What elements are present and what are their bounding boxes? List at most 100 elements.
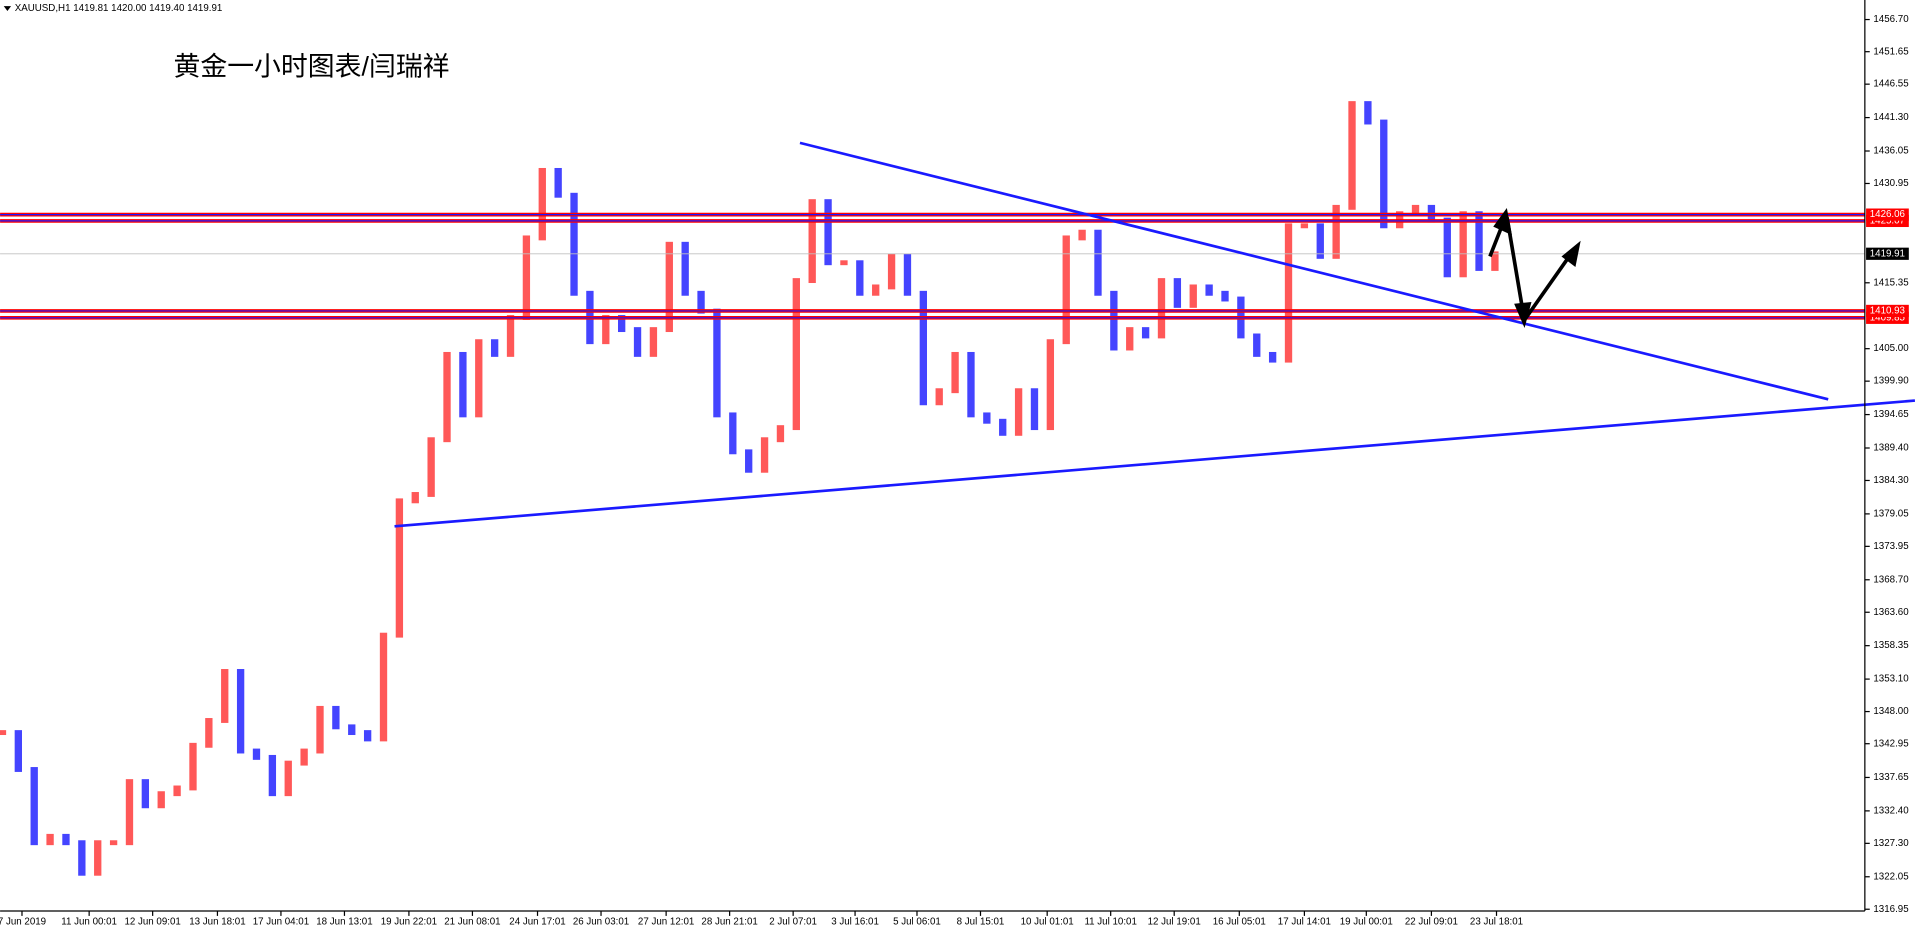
candle (999, 418, 1007, 436)
candle (1221, 290, 1229, 302)
x-tick-label: 22 Jul 09:01 (1405, 917, 1458, 928)
y-tick-label: 1399.90 (1873, 376, 1909, 387)
drawings (394, 141, 1915, 528)
candle (252, 748, 261, 760)
candle (681, 241, 689, 296)
candle (935, 388, 943, 406)
x-tick-label: 16 Jul 05:01 (1213, 917, 1266, 928)
candle (1014, 388, 1023, 436)
candle (1157, 278, 1166, 339)
x-tick-label: 19 Jun 22:01 (381, 917, 437, 928)
level-label-bg (1866, 247, 1909, 260)
candle (94, 840, 102, 876)
candle (983, 412, 991, 424)
candle (125, 779, 134, 846)
candle (109, 840, 118, 846)
y-tick-label: 1441.30 (1873, 112, 1909, 123)
level-label-bg (1866, 304, 1909, 318)
candle (1126, 327, 1134, 351)
candle (14, 730, 22, 772)
candle (618, 315, 626, 333)
x-tick-label: 5 Jul 06:01 (893, 917, 941, 928)
y-tick-label: 1332.40 (1873, 805, 1909, 816)
candle (443, 351, 451, 443)
candle (1173, 278, 1182, 308)
candle (221, 669, 229, 723)
y-tick-label: 1316.95 (1873, 904, 1909, 915)
candle (332, 705, 340, 730)
x-tick-label: 18 Jun 13:01 (316, 917, 372, 928)
candle (490, 339, 499, 357)
candle (141, 779, 150, 809)
candle (602, 315, 610, 345)
candle (1332, 204, 1340, 259)
candle (1046, 339, 1055, 431)
candle (840, 260, 848, 266)
x-tick-label: 7 Jun 2019 (0, 917, 46, 928)
y-tick-label: 1384.30 (1873, 475, 1909, 486)
candle (760, 437, 769, 473)
arrow (1505, 217, 1525, 312)
candle (475, 339, 483, 418)
candle (1189, 284, 1197, 308)
level-label: 1426.06 (1870, 209, 1905, 220)
candle (951, 351, 959, 394)
x-tick-label: 2 Jul 07:01 (769, 917, 817, 928)
y-tick-label: 1405.00 (1873, 343, 1909, 354)
candle (459, 351, 467, 418)
candle (1475, 211, 1483, 271)
candle (792, 278, 800, 431)
candle (205, 718, 213, 748)
level-label: 1419.91 (1870, 248, 1905, 259)
y-tick-label: 1456.70 (1873, 14, 1909, 25)
candle (649, 327, 658, 357)
x-tick-label: 8 Jul 15:01 (957, 917, 1005, 928)
y-tick-label: 1368.70 (1873, 574, 1909, 585)
candle (729, 412, 737, 455)
candle (776, 425, 785, 443)
y-tick-label: 1436.05 (1873, 146, 1909, 157)
candle (633, 327, 642, 357)
candle (379, 632, 388, 742)
x-tick-label: 11 Jul 10:01 (1084, 917, 1136, 928)
candle (46, 833, 54, 846)
candle (713, 308, 721, 418)
level-label-bg (1866, 208, 1909, 221)
candle (157, 791, 165, 809)
x-tick-label: 21 Jun 08:01 (444, 917, 500, 928)
candle (919, 290, 927, 406)
chart-title: 黄金一小时图表/闫瑞祥 (173, 51, 449, 81)
trend-line (799, 141, 1829, 401)
candle (1110, 290, 1118, 351)
candle (570, 192, 578, 296)
candle (887, 253, 896, 290)
y-tick-label: 1373.95 (1873, 541, 1909, 552)
candle (1443, 217, 1451, 278)
y-tick-label: 1446.55 (1873, 79, 1909, 90)
candle (348, 724, 356, 736)
y-tick-label: 1342.95 (1873, 738, 1909, 749)
candle (1268, 351, 1277, 363)
x-tick-label: 23 Jul 18:01 (1470, 917, 1523, 928)
candle (903, 253, 912, 296)
candle (363, 730, 372, 742)
y-tick-label: 1353.10 (1873, 674, 1909, 685)
candle (554, 167, 562, 198)
level-label: 1410.93 (1870, 306, 1905, 317)
candle (1141, 327, 1150, 339)
levels-layer (0, 212, 1865, 320)
x-tick-label: 12 Jun 09:01 (124, 917, 180, 928)
y-tick-label: 1394.65 (1873, 409, 1909, 420)
candle (665, 241, 673, 333)
arrow-head (1514, 301, 1532, 328)
candle (697, 290, 705, 314)
candle (824, 199, 832, 266)
x-tick-label: 24 Jun 17:01 (509, 917, 565, 928)
candle (1348, 101, 1356, 210)
y-tick-label: 1337.65 (1873, 772, 1909, 783)
candle (1253, 333, 1261, 357)
candle (967, 351, 975, 418)
x-tick-label: 17 Jun 04:01 (253, 917, 309, 928)
candle (538, 167, 546, 241)
